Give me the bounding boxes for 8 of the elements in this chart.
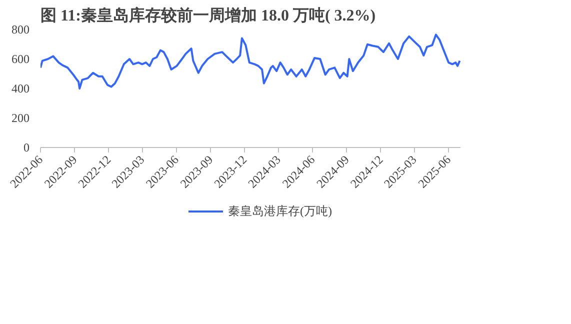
y-tick-label: 600 [12, 52, 30, 66]
y-tick-label: 400 [12, 82, 30, 96]
line-series [40, 34, 460, 90]
legend-label: 秦皇岛港库存(万吨) [228, 202, 332, 220]
chart-title: 图 11:秦皇岛库存较前一周增加 18.0 万吨( 3.2%) [40, 6, 376, 24]
y-tick-label: 200 [12, 111, 30, 125]
y-tick-label: 800 [12, 22, 30, 36]
y-tick-label: 0 [24, 140, 30, 154]
